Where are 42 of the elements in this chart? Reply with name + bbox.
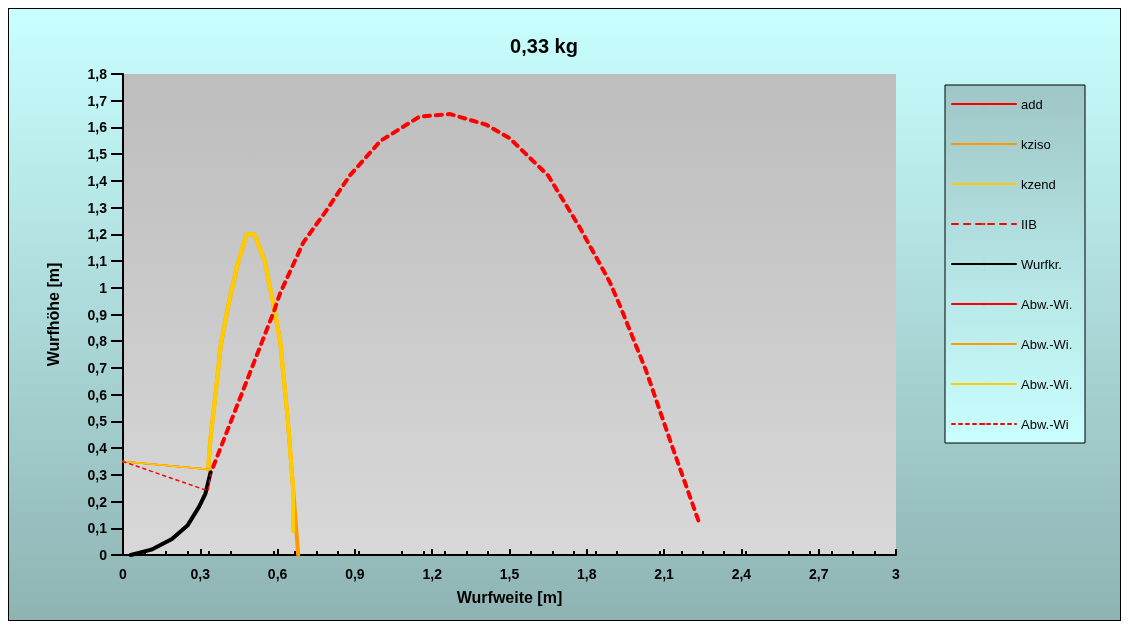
y-tick-label: 0,1 — [87, 520, 108, 537]
y-tick-label: 0,6 — [87, 386, 108, 403]
legend-label: IIB — [1021, 216, 1037, 232]
y-tick-label: 0,2 — [87, 493, 108, 510]
y-tick-label: 0,8 — [87, 333, 108, 350]
y-tick-label: 1,8 — [87, 66, 108, 82]
legend-label: Abw.-Wi. — [1021, 296, 1073, 312]
legend-label: Abw.-Wi. — [1021, 376, 1073, 392]
x-tick-label: 0,6 — [267, 566, 288, 582]
x-tick-label: 0,9 — [345, 566, 365, 582]
x-tick-label: 1,8 — [577, 566, 597, 582]
legend-label: Abw.-Wi. — [1021, 336, 1073, 352]
y-tick-label: 0,9 — [87, 306, 108, 323]
legend-label: add — [1021, 96, 1043, 112]
x-tick-label: 2,1 — [654, 566, 675, 582]
y-tick-label: 0,5 — [87, 413, 108, 430]
x-axis-title: Wurfweite [m] — [456, 588, 563, 606]
y-tick-label: 1,2 — [87, 226, 108, 243]
y-tick-label: 1 — [99, 279, 108, 296]
y-tick-label: 1,7 — [87, 92, 108, 109]
x-tick-label: 2,4 — [731, 566, 752, 582]
x-tick-label: 1,2 — [422, 566, 443, 582]
y-tick-label: 1,5 — [87, 146, 108, 163]
legend-label: Wurfkr. — [1021, 256, 1062, 272]
chart-title: 0,33 kg — [510, 35, 578, 57]
x-tick-label: 3 — [892, 566, 901, 582]
y-tick-label: 0,4 — [87, 440, 108, 457]
y-tick-label: 1,1 — [87, 253, 108, 270]
x-tick-label: 0 — [119, 566, 128, 582]
y-tick-label: 1,3 — [87, 199, 108, 216]
y-tick-label: 0 — [99, 547, 108, 563]
x-tick-label: 1,5 — [499, 566, 520, 582]
y-axis-title: Wurfhöhe [m] — [44, 262, 62, 367]
y-tick-label: 1,4 — [87, 172, 108, 189]
x-tick-label: 2,7 — [808, 566, 829, 582]
legend-label: Abw.-Wi — [1021, 416, 1069, 432]
legend-label: kziso — [1021, 136, 1051, 152]
y-tick-label: 0,7 — [87, 359, 108, 376]
x-tick-label: 0,3 — [190, 566, 211, 582]
y-tick-label: 1,6 — [87, 119, 108, 136]
y-tick-label: 0,3 — [87, 466, 108, 483]
legend-label: kzend — [1021, 176, 1056, 192]
